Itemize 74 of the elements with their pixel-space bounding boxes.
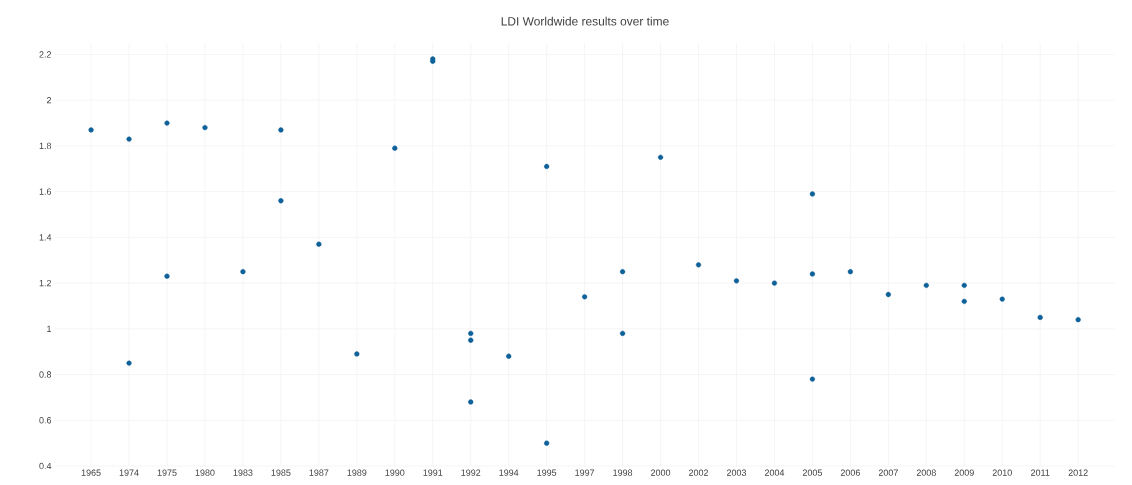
x-tick-label: 2005 — [802, 469, 822, 476]
point — [278, 127, 284, 133]
x-tick-label: 2009 — [954, 469, 974, 476]
point — [961, 298, 967, 304]
point — [619, 330, 626, 336]
x-tick-label: 2012 — [1068, 469, 1088, 476]
x-tick-label: 1994 — [499, 469, 519, 476]
point — [1037, 314, 1043, 320]
x-tick-label: 2008 — [916, 469, 936, 476]
y-tick-label: 0.6 — [39, 417, 52, 424]
point — [202, 125, 208, 131]
point — [468, 330, 474, 336]
x-tick-label: 2010 — [992, 469, 1012, 476]
point — [885, 291, 891, 298]
point — [771, 280, 778, 286]
point — [164, 120, 170, 126]
y-tick-label: 1.4 — [39, 234, 52, 241]
point — [354, 351, 360, 357]
x-tick-label: 1991 — [423, 469, 443, 476]
x-tick-label: 2007 — [878, 469, 898, 476]
point — [126, 136, 132, 142]
point — [847, 269, 853, 275]
point — [695, 262, 702, 268]
point — [544, 163, 550, 170]
y-tick-label: 1.2 — [39, 279, 52, 287]
y-tick-label: 1 — [47, 325, 52, 332]
x-tick-label: 1980 — [195, 469, 215, 476]
point — [961, 282, 967, 288]
point — [999, 296, 1005, 302]
y-tick-label: 2 — [46, 97, 52, 104]
x-tick-label: 2002 — [688, 469, 709, 476]
point — [316, 241, 322, 247]
x-tick-label: 1990 — [385, 469, 405, 476]
point — [733, 278, 740, 284]
x-tick-label: 1987 — [309, 469, 329, 476]
point — [392, 145, 398, 151]
y-tick-label: 2.2 — [39, 51, 52, 58]
point — [164, 273, 170, 279]
y-tick-label: 0.8 — [39, 371, 52, 378]
x-tick-label: 2006 — [840, 469, 860, 476]
point — [278, 198, 284, 204]
x-tick-label: 1997 — [575, 469, 595, 476]
point — [468, 399, 474, 405]
point — [809, 191, 815, 197]
point — [809, 271, 815, 277]
point — [657, 154, 664, 160]
x-tick-label: 1985 — [271, 469, 291, 476]
chart-title: LDI Worldwide results over time — [501, 16, 669, 26]
y-tick-label: 0.4 — [39, 462, 52, 470]
x-tick-label: 2011 — [1031, 469, 1050, 476]
x-tick-label: 1989 — [347, 469, 367, 476]
point — [619, 269, 626, 275]
x-tick-label: 1974 — [119, 469, 139, 476]
x-tick-label: 1992 — [461, 469, 481, 476]
x-tick-label: 1998 — [613, 469, 633, 476]
point — [88, 127, 94, 133]
point — [468, 337, 474, 343]
point — [126, 360, 132, 366]
point — [544, 440, 550, 446]
x-tick-label: 1975 — [157, 469, 177, 476]
point — [809, 376, 815, 382]
x-tick-label: 1983 — [233, 469, 253, 476]
x-tick-label: 1995 — [537, 469, 557, 476]
point — [582, 294, 588, 300]
x-tick-label: 2000 — [651, 469, 671, 476]
point — [923, 282, 929, 288]
y-tick-label: 1.6 — [39, 188, 52, 195]
y-tick-label: 1.8 — [39, 142, 52, 150]
point — [1075, 317, 1081, 323]
x-tick-label: 2004 — [764, 469, 785, 476]
point — [506, 353, 512, 359]
point — [240, 269, 246, 275]
x-tick-label: 1965 — [81, 469, 101, 476]
x-tick-label: 2003 — [726, 469, 747, 476]
